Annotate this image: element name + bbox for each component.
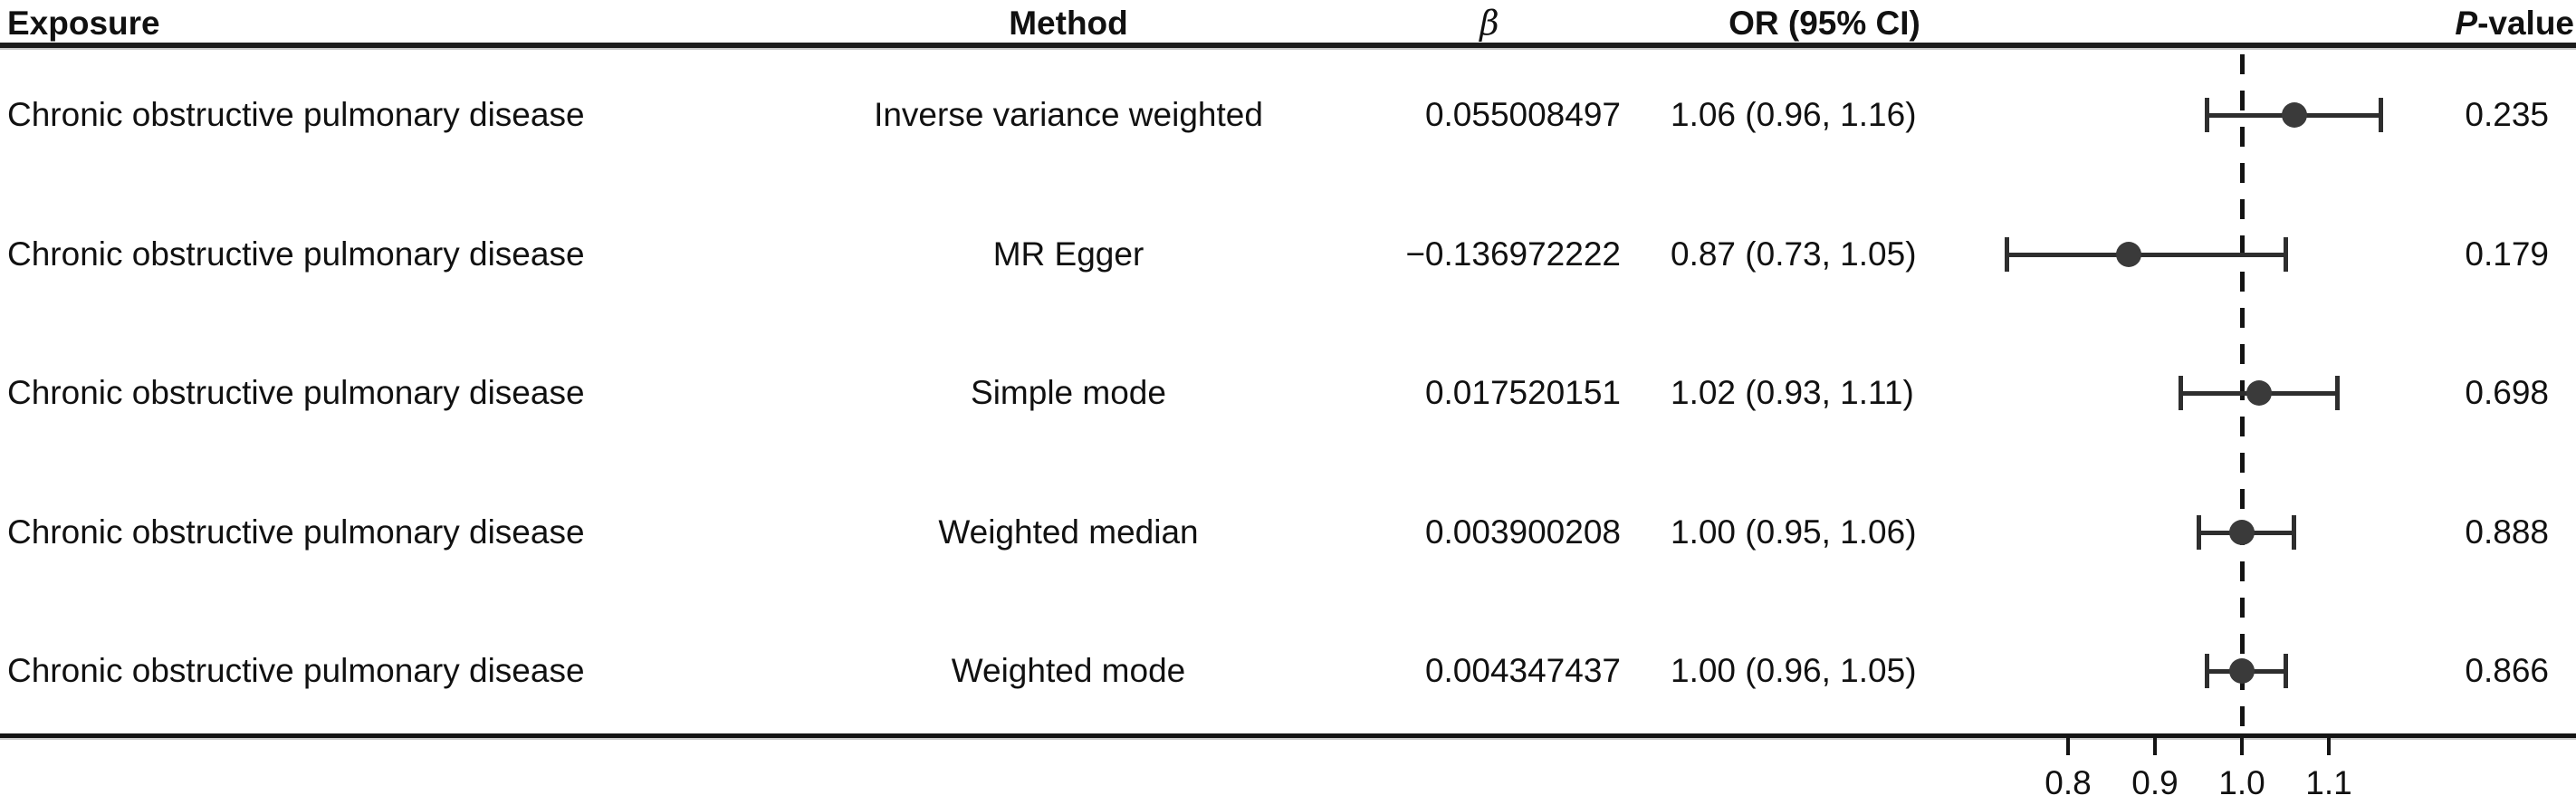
or-point-marker: [2281, 102, 2307, 128]
or-point-marker: [2246, 380, 2273, 406]
method-cell: MR Egger: [992, 235, 1144, 273]
axis-tick-label: 1.1: [2305, 764, 2352, 801]
beta-cell: 0.055008497: [1424, 96, 1621, 133]
column-header-exposure: Exposure: [7, 5, 160, 42]
beta-cell: 0.004347437: [1424, 652, 1621, 689]
or-point-marker: [2229, 520, 2255, 545]
or-ci-cell: 1.00 (0.96, 1.05): [1671, 652, 1917, 689]
exposure-cell: Chronic obstructive pulmonary disease: [7, 652, 585, 689]
axis-tick-label: 0.9: [2131, 764, 2179, 801]
axis-tick: [2327, 736, 2331, 755]
beta-cell: 0.017520151: [1424, 374, 1621, 411]
ci-cap-high: [2335, 376, 2341, 410]
ci-cap-high: [2379, 98, 2384, 132]
or-ci-cell: 0.87 (0.73, 1.05): [1671, 235, 1917, 273]
pvalue-cell: 0.179: [2465, 235, 2549, 273]
method-cell: Simple mode: [971, 374, 1166, 411]
axis-tick-label: 0.8: [2045, 764, 2092, 801]
ci-cap-low: [2205, 654, 2210, 688]
pvalue-cell: 0.235: [2465, 96, 2549, 133]
method-cell: Weighted mode: [951, 652, 1186, 689]
or-point-marker: [2229, 658, 2255, 684]
or-point-marker: [2116, 242, 2142, 267]
ci-cap-low: [2205, 98, 2210, 132]
column-header-pvalue: P-value: [2350, 2, 2574, 45]
beta-cell: −0.136972222: [1405, 235, 1621, 273]
or-ci-cell: 1.00 (0.95, 1.06): [1671, 513, 1917, 551]
column-header-method: Method: [1009, 5, 1128, 42]
axis-tick: [2066, 736, 2070, 755]
or-ci-cell: 1.02 (0.93, 1.11): [1671, 374, 1914, 411]
beta-cell: 0.003900208: [1424, 513, 1621, 551]
column-header-or-ci: OR (95% CI): [1729, 5, 1920, 42]
ci-line: [2006, 252, 2285, 257]
ci-cap-low: [2179, 376, 2184, 410]
pvalue-cell: 0.888: [2465, 513, 2549, 551]
ci-cap-high: [2292, 515, 2297, 550]
pvalue-cell: 0.698: [2465, 374, 2549, 411]
pvalue-cell: 0.866: [2465, 652, 2549, 689]
ci-cap-high: [2283, 237, 2288, 272]
or-ci-cell: 1.06 (0.96, 1.16): [1671, 96, 1917, 133]
pvalue-header-p: P: [2455, 5, 2478, 42]
ci-cap-high: [2283, 654, 2288, 688]
exposure-cell: Chronic obstructive pulmonary disease: [7, 513, 585, 551]
ci-cap-low: [2196, 515, 2201, 550]
axis-tick: [2153, 736, 2157, 755]
column-header-beta: β: [1480, 4, 1499, 43]
exposure-cell: Chronic obstructive pulmonary disease: [7, 96, 585, 133]
pvalue-header-rest: -value: [2477, 5, 2574, 42]
axis-tick-label: 1.0: [2218, 764, 2265, 801]
axis-tick: [2240, 736, 2244, 755]
method-cell: Inverse variance weighted: [874, 96, 1263, 133]
ci-cap-low: [2005, 237, 2010, 272]
x-axis-line: [0, 733, 2576, 738]
header-separator-rule: [0, 43, 2576, 48]
exposure-cell: Chronic obstructive pulmonary disease: [7, 374, 585, 411]
method-cell: Weighted median: [938, 513, 1199, 551]
exposure-cell: Chronic obstructive pulmonary disease: [7, 235, 585, 273]
